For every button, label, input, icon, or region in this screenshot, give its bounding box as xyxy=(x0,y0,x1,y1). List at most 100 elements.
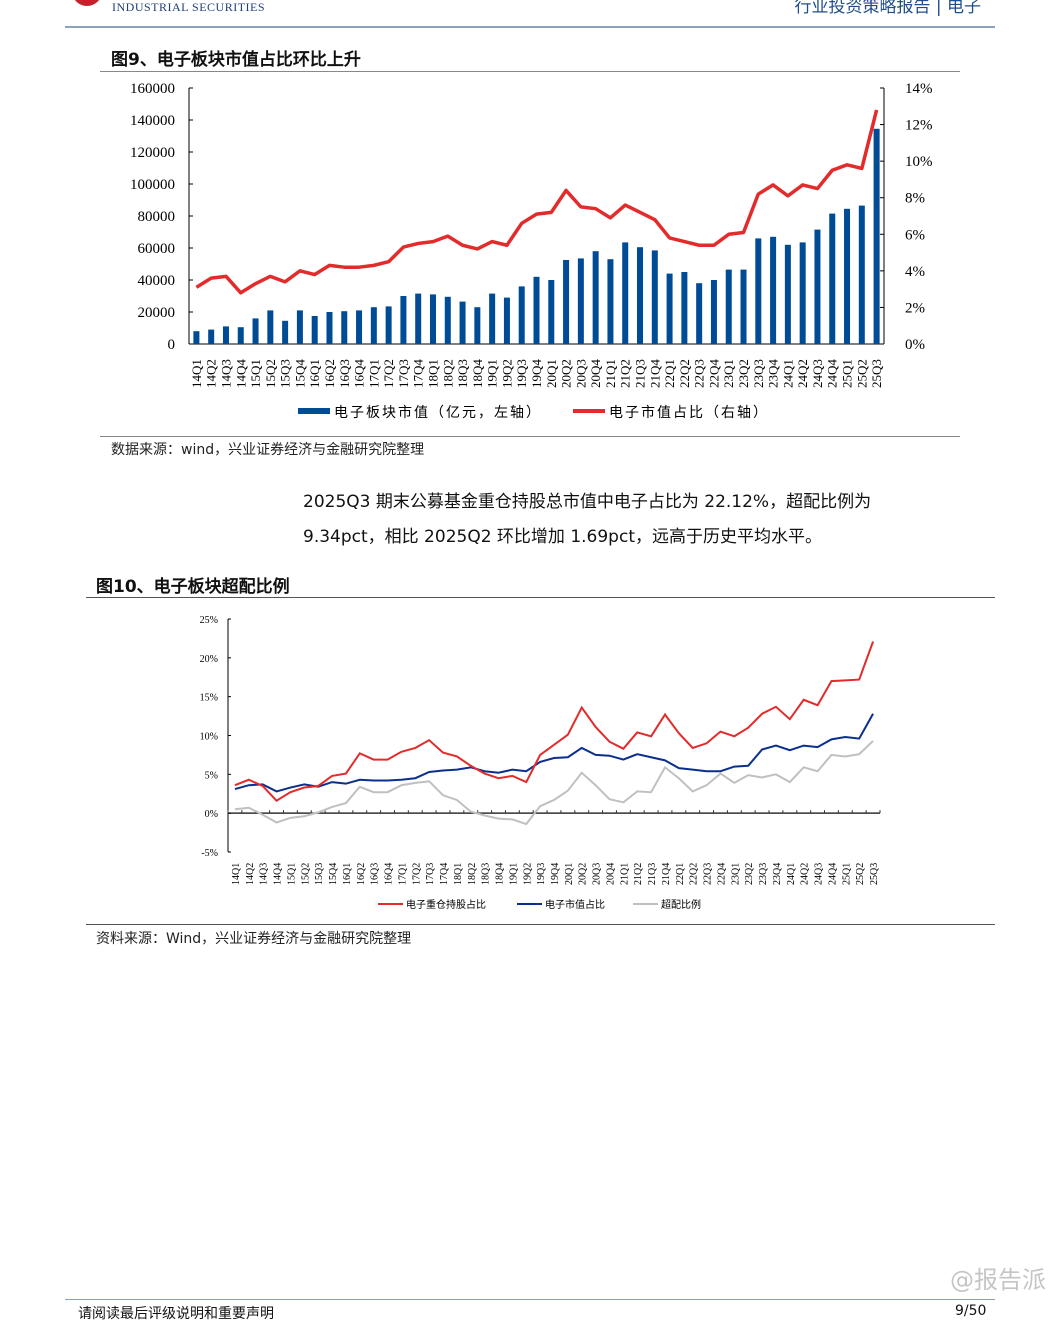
x-tick-label: 16Q4 xyxy=(384,863,395,885)
x-tick-label: 19Q2 xyxy=(522,863,533,885)
brand-name: INDUSTRIAL SECURITIES xyxy=(112,0,266,14)
x-tick-label: 14Q1 xyxy=(231,863,242,885)
x-tick-label: 16Q2 xyxy=(322,359,337,388)
bar-21Q2 xyxy=(622,242,629,344)
x-tick-label: 18Q3 xyxy=(455,359,470,388)
bar-17Q1 xyxy=(370,307,377,344)
bar-18Q2 xyxy=(444,296,451,344)
x-tick-label: 20Q1 xyxy=(544,359,559,388)
x-tick-label: 19Q1 xyxy=(508,863,519,885)
x-tick-label: 19Q3 xyxy=(536,863,547,885)
bar-17Q3 xyxy=(400,296,407,344)
bar-16Q1 xyxy=(311,316,318,344)
x-tick-label: 23Q4 xyxy=(766,359,781,388)
x-tick-label: 25Q1 xyxy=(841,863,852,885)
bar-22Q4 xyxy=(710,280,717,344)
left-tick-label: 140000 xyxy=(130,113,175,129)
right-tick-label: 6% xyxy=(905,227,925,243)
x-tick-label: 23Q1 xyxy=(721,359,736,388)
bar-23Q4 xyxy=(770,236,777,344)
bar-25Q1 xyxy=(844,208,851,344)
x-tick-label: 24Q3 xyxy=(814,863,825,885)
footer-divider xyxy=(65,1299,995,1300)
bar-18Q1 xyxy=(429,294,436,344)
bar-24Q2 xyxy=(799,242,806,344)
x-tick-label: 15Q3 xyxy=(314,863,325,885)
x-tick-label: 15Q3 xyxy=(278,359,293,388)
x-tick-label: 19Q3 xyxy=(514,359,529,388)
x-tick-label: 15Q2 xyxy=(300,863,311,885)
bar-14Q1 xyxy=(193,331,200,344)
x-tick-label: 22Q3 xyxy=(703,863,714,885)
x-tick-label: 16Q3 xyxy=(370,863,381,885)
figure10-source: 资料来源：Wind，兴业证券经济与金融研究院整理 xyxy=(96,931,412,947)
x-tick-label: 25Q2 xyxy=(854,359,869,388)
x-tick-label: 24Q1 xyxy=(786,863,797,885)
x-tick-label: 22Q2 xyxy=(677,359,692,388)
x-tick-label: 15Q1 xyxy=(248,359,263,388)
series-line-电子重仓持股占比 xyxy=(234,641,875,803)
share-line xyxy=(195,109,879,295)
bar-19Q2 xyxy=(503,297,510,344)
x-tick-label: 16Q2 xyxy=(356,863,367,885)
right-tick-label: 10% xyxy=(905,154,933,170)
x-tick-label: 23Q3 xyxy=(758,863,769,885)
bar-20Q3 xyxy=(577,258,584,344)
x-tick-label: 25Q2 xyxy=(855,863,866,885)
series-line-超配比例 xyxy=(234,740,874,826)
bar-19Q4 xyxy=(533,276,540,344)
x-tick-label: 25Q3 xyxy=(869,863,880,885)
x-tick-label: 19Q1 xyxy=(485,359,500,388)
x-tick-label: 21Q4 xyxy=(647,359,662,388)
bar-16Q4 xyxy=(356,310,363,344)
figure9-chart: 0 20000 40000 60000 80000 100000 120000 140000 1… xyxy=(130,81,933,421)
bar-23Q1 xyxy=(725,269,732,344)
x-tick-label: 18Q1 xyxy=(453,863,464,885)
x-tick-label: 14Q2 xyxy=(204,359,219,388)
x-tick-label: 14Q4 xyxy=(273,863,284,885)
legend-bar-swatch xyxy=(298,408,330,414)
bar-14Q3 xyxy=(222,326,229,344)
x-tick-label: 23Q1 xyxy=(730,863,741,885)
x-tick-label: 23Q3 xyxy=(751,359,766,388)
x-tick-label: 19Q4 xyxy=(529,359,544,388)
bar-24Q4 xyxy=(829,213,836,344)
x-tick-label: 24Q2 xyxy=(800,863,811,885)
bar-18Q4 xyxy=(474,307,481,344)
x-tick-label: 22Q2 xyxy=(689,863,700,885)
footer-disclaimer: 请阅读最后评级说明和重要声明 xyxy=(78,1306,274,1320)
bar-15Q1 xyxy=(252,318,259,344)
bar-25Q2 xyxy=(858,205,865,344)
x-tick-label: 15Q1 xyxy=(286,863,297,885)
x-tick-label: 20Q3 xyxy=(573,359,588,388)
bar-21Q4 xyxy=(651,250,658,344)
bar-23Q2 xyxy=(740,269,747,344)
header-divider xyxy=(65,26,995,28)
x-tick-label: 18Q3 xyxy=(481,863,492,885)
bar-24Q3 xyxy=(814,229,821,344)
left-tick-label: 60000 xyxy=(138,241,176,257)
x-tick-label: 24Q3 xyxy=(810,359,825,388)
right-tick-label: 8% xyxy=(905,191,925,207)
bar-20Q2 xyxy=(563,260,570,344)
x-tick-label: 23Q2 xyxy=(736,359,751,388)
left-tick-label: 80000 xyxy=(138,209,176,225)
bar-16Q2 xyxy=(326,312,333,344)
watermark: @报告派 xyxy=(950,1266,1046,1294)
x-tick-label: 21Q3 xyxy=(647,863,658,885)
page-number: 9/50 xyxy=(955,1303,987,1319)
x-tick-label: 15Q4 xyxy=(292,359,307,388)
x-tick-label: 25Q1 xyxy=(840,359,855,388)
right-tick-label: 0% xyxy=(905,337,925,353)
x-tick-label: 19Q4 xyxy=(550,863,561,885)
x-tick-label: 17Q4 xyxy=(411,359,426,388)
legend-line-label: 电子市值占比（右轴） xyxy=(609,404,769,421)
bar-19Q3 xyxy=(518,286,525,344)
x-tick-label: 18Q4 xyxy=(495,863,506,885)
x-tick-label: 14Q1 xyxy=(189,359,204,388)
right-tick-label: 4% xyxy=(905,264,925,280)
left-tick-label: 120000 xyxy=(130,145,175,161)
x-tick-label: 24Q4 xyxy=(827,863,838,885)
x-tick-label: 25Q3 xyxy=(869,359,884,388)
legend-line-swatch xyxy=(573,409,605,413)
